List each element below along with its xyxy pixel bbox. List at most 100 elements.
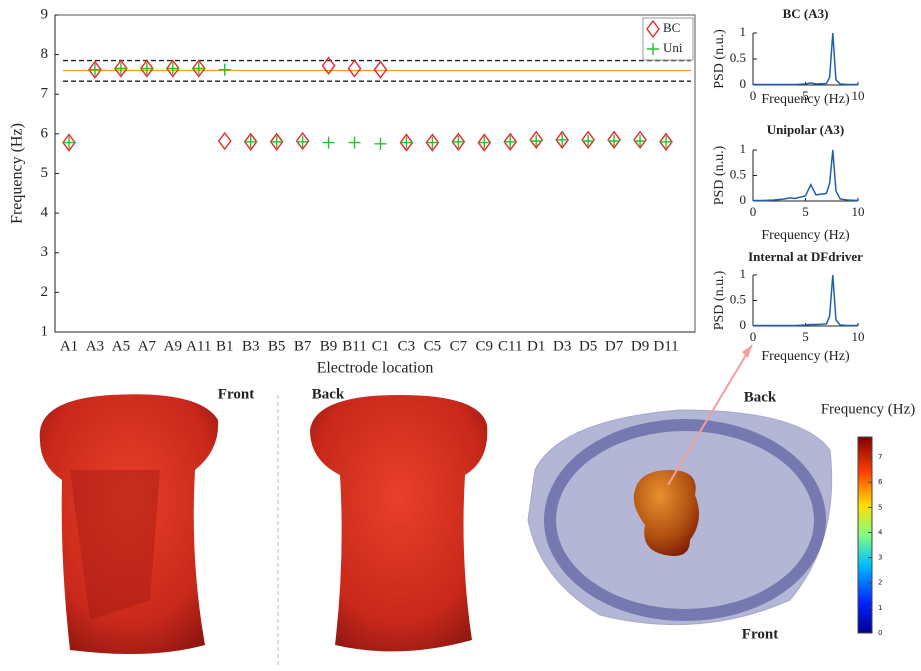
x-tick-label: 0 [750, 204, 757, 219]
legend-label: BC [663, 20, 680, 35]
colorbar [858, 437, 872, 633]
marker [115, 62, 127, 74]
marker [478, 137, 490, 149]
y-tick-label: 1 [740, 141, 747, 156]
x-tick-label: B11 [342, 338, 366, 354]
x-tick-label: B3 [242, 338, 260, 354]
x-tick-label: A5 [112, 338, 130, 354]
marker [219, 133, 231, 149]
x-tick-label: D5 [579, 338, 597, 354]
y-tick-label: 4 [41, 205, 49, 221]
x-tick-label: D11 [653, 338, 678, 354]
colorbar-title: Frequency (Hz) [821, 401, 916, 417]
line [753, 275, 858, 325]
label: Front [742, 626, 778, 642]
y-axis-label: Frequency (Hz) [9, 123, 26, 224]
x-tick-label: A7 [138, 338, 157, 354]
label: Back [744, 389, 777, 405]
x-tick-label: 5 [802, 329, 809, 344]
x-axis-label: Frequency (Hz) [761, 228, 850, 243]
y-axis-label: PSD (n.u.) [712, 270, 727, 330]
label: Back [312, 386, 345, 402]
marker [504, 136, 516, 148]
colorbar-tick-label: 7 [878, 453, 882, 461]
plot-area [753, 150, 858, 201]
y-tick-label: 3 [41, 244, 49, 260]
plot-area [753, 275, 858, 326]
colorbar-tick-label: 5 [878, 503, 882, 511]
line [753, 150, 858, 200]
x-axis-label: Frequency (Hz) [761, 349, 850, 364]
marker [374, 138, 386, 150]
marker [400, 137, 412, 149]
x-tick-label: B7 [294, 338, 312, 354]
y-tick-label: 1 [41, 323, 49, 339]
x-tick-label: D3 [553, 338, 571, 354]
marker [660, 136, 672, 148]
x-tick-label: C9 [476, 338, 494, 354]
x-tick-label: C5 [424, 338, 442, 354]
colorbar-tick-label: 3 [878, 554, 882, 562]
x-tick-label: D9 [631, 338, 649, 354]
colorbar-tick-label: 4 [878, 528, 883, 536]
line [753, 33, 858, 84]
x-axis-label: Electrode location [317, 360, 434, 377]
x-tick-label: C1 [372, 338, 390, 354]
torso-back [310, 395, 487, 651]
x-tick-label: 10 [852, 329, 865, 344]
colorbar-tick-label: 1 [878, 604, 882, 612]
marker [141, 62, 153, 74]
marker [167, 62, 179, 74]
x-tick-label: A11 [186, 338, 211, 354]
y-tick-label: 6 [41, 125, 49, 141]
x-tick-label: D7 [605, 338, 624, 354]
marker [89, 64, 101, 76]
marker [426, 137, 438, 149]
x-tick-label: C7 [450, 338, 468, 354]
marker [452, 136, 464, 148]
marker [245, 136, 257, 148]
y-tick-label: 8 [41, 46, 49, 62]
chart-title: Internal at DFdriver [748, 249, 863, 264]
x-tick-label: B5 [268, 338, 286, 354]
colorbar-tick-label: 0 [878, 629, 882, 637]
plot-area [753, 33, 858, 85]
marker [349, 137, 361, 149]
x-tick-label: 10 [852, 204, 865, 219]
x-tick-label: C3 [398, 338, 416, 354]
marker [63, 137, 75, 149]
plot-area [55, 15, 695, 332]
page: {"chart_data": [ {"type": "scatter", "yl… [0, 0, 921, 671]
marker [271, 136, 283, 148]
y-tick-label: 0.5 [730, 166, 746, 181]
label: Front [218, 386, 254, 402]
figure: Front Back Back Front Frequency (Hz) 1 2 3… [0, 0, 921, 666]
chart-title: BC (A3) [783, 6, 829, 21]
y-tick-label: 2 [41, 284, 49, 300]
x-tick-label: A1 [60, 338, 78, 354]
x-tick-label: 5 [802, 88, 809, 103]
x-tick-label: B9 [320, 338, 338, 354]
marker [193, 62, 205, 74]
x-tick-label: B1 [216, 338, 234, 354]
y-tick-label: 0.5 [730, 291, 746, 306]
x-tick-label: 5 [802, 204, 809, 219]
y-tick-label: 5 [41, 165, 49, 181]
y-tick-label: 0 [740, 317, 747, 332]
y-tick-label: 9 [41, 6, 49, 22]
y-tick-label: 1 [740, 24, 747, 39]
y-axis-label: PSD (n.u.) [712, 145, 727, 205]
marker [323, 137, 335, 149]
y-tick-label: 1 [740, 266, 747, 281]
x-tick-label: 0 [750, 329, 757, 344]
x-tick-label: A3 [86, 338, 104, 354]
x-tick-label: C11 [498, 338, 522, 354]
x-tick-label: 10 [852, 88, 865, 103]
marker [349, 60, 361, 76]
x-tick-label: A9 [164, 338, 182, 354]
y-tick-label: 0 [740, 76, 747, 91]
marker [556, 134, 568, 146]
colorbar-tick-label: 2 [878, 579, 882, 587]
y-axis-label: PSD (n.u.) [712, 29, 727, 89]
arrow-head [742, 345, 752, 358]
